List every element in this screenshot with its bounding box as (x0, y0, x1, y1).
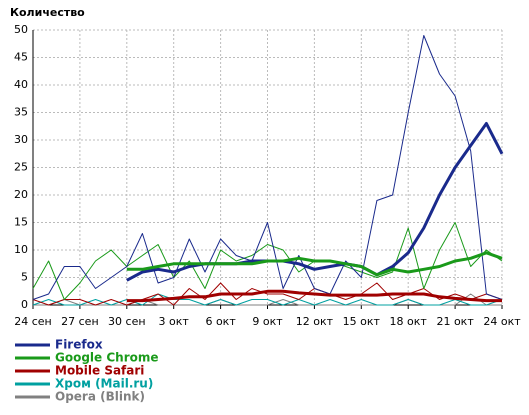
x-tick-label: 27 сен (61, 315, 99, 328)
x-tick-label: 3 окт (159, 315, 190, 328)
series-line (32, 222, 503, 300)
x-tick-label: 9 окт (252, 315, 283, 328)
series-line (32, 35, 503, 300)
legend-label: Хром (Mail.ru) (55, 377, 153, 391)
y-tick-label: 0 (21, 298, 28, 311)
chart-title: Количество (10, 6, 85, 19)
y-tick-label: 15 (14, 216, 28, 229)
x-tick-label: 21 окт (436, 315, 474, 328)
trend-line (126, 122, 504, 282)
y-tick-label: 35 (14, 106, 28, 119)
legend-label: Mobile Safari (55, 364, 144, 378)
y-tick-label: 25 (14, 161, 28, 174)
legend-label: Firefox (55, 338, 103, 352)
series-line (32, 293, 503, 306)
x-tick-label: 15 окт (343, 315, 381, 328)
y-tick-label: 10 (14, 243, 28, 256)
x-tick-label: 12 окт (296, 315, 334, 328)
x-tick-label: 6 окт (205, 315, 236, 328)
x-tick-label: 24 окт (483, 315, 521, 328)
y-tick-label: 45 (14, 51, 28, 64)
legend-label: Google Chrome (55, 351, 159, 365)
y-tick-label: 30 (14, 133, 28, 146)
y-tick-label: 50 (14, 23, 28, 36)
trend-line (126, 289, 502, 303)
y-tick-label: 20 (14, 188, 28, 201)
y-tick-label: 40 (14, 78, 28, 91)
x-tick-label: 18 окт (390, 315, 428, 328)
trend-line (126, 251, 503, 277)
x-tick-label: 24 сен (14, 315, 52, 328)
y-tick-label: 5 (21, 271, 28, 284)
x-tick-label: 30 сен (108, 315, 146, 328)
legend-label: Opera (Blink) (55, 390, 145, 404)
